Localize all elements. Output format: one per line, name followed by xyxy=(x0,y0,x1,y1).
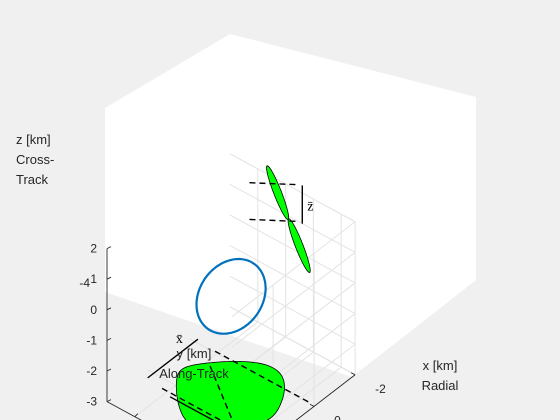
z-tick xyxy=(106,337,112,341)
grid-line-z-side xyxy=(229,275,356,345)
corner-tick-label: -4 xyxy=(79,276,90,290)
grid-line-z-side xyxy=(229,245,356,314)
z-tick-label: -1 xyxy=(86,333,97,347)
grid-line-z-side xyxy=(229,214,356,284)
z-tick-label: 1 xyxy=(90,272,97,286)
axes-background xyxy=(105,34,476,377)
z-tick xyxy=(106,399,112,403)
annotations: x̄y0z̄ xyxy=(147,182,313,420)
yz-projection xyxy=(266,165,311,273)
x-axis-line xyxy=(295,374,356,420)
xy-projection-shape xyxy=(175,360,285,420)
yz-projection-lobe-upper xyxy=(266,165,290,220)
xy-diagonal xyxy=(209,365,234,420)
axes-box xyxy=(106,248,356,420)
grid-line-z-side xyxy=(229,183,356,253)
x-tick xyxy=(309,403,315,407)
yz-envelope-upper xyxy=(249,182,299,186)
xbar-label: x̄ xyxy=(176,332,183,347)
y0-dimension xyxy=(169,396,215,420)
orbit-series xyxy=(195,257,267,335)
z-tick xyxy=(106,307,112,311)
z-tick xyxy=(106,246,112,250)
yz-envelope-lower xyxy=(249,218,299,223)
xy-envelope-upper xyxy=(214,350,310,404)
yz-projection-lobe-lower xyxy=(287,218,311,273)
grid-line-z-back xyxy=(231,251,356,348)
z-axis-label-line2: Cross- xyxy=(16,152,54,167)
y-axis-label-line1: y [km] xyxy=(177,346,212,361)
z-axis-label-line3: Track xyxy=(16,172,49,187)
grid-line-z-back xyxy=(231,221,356,317)
zbar-label: z̄ xyxy=(307,200,313,215)
grid-line-x-floor xyxy=(229,306,356,376)
grid-line-z-side xyxy=(229,153,356,223)
grid-line-y-floor xyxy=(271,366,342,420)
x-tick-label: -2 xyxy=(375,382,386,396)
z-tick-label: -2 xyxy=(86,364,97,378)
x-axis-label-line2: Radial xyxy=(422,378,459,393)
xbar-dimension xyxy=(147,338,199,379)
xy-envelope-lower xyxy=(161,387,222,420)
y-tick xyxy=(134,413,139,418)
grid-line-z-back xyxy=(255,343,356,420)
z-axis-label-line1: z [km] xyxy=(16,132,51,147)
z-tick xyxy=(106,368,112,372)
x-tick xyxy=(350,372,356,376)
z-tick-label: 2 xyxy=(90,242,97,256)
orbit-line xyxy=(195,257,267,335)
x-axis-label-line1: x [km] xyxy=(423,358,458,373)
z-tick-label: 0 xyxy=(90,303,97,317)
xy-projection xyxy=(175,360,285,420)
y-axis-label-line2: Along-Track xyxy=(159,366,229,381)
y-axis-line xyxy=(106,401,142,420)
z-tick-label: -3 xyxy=(86,395,97,409)
x-tick-label: 0 xyxy=(334,413,341,420)
z-tick xyxy=(106,276,112,280)
